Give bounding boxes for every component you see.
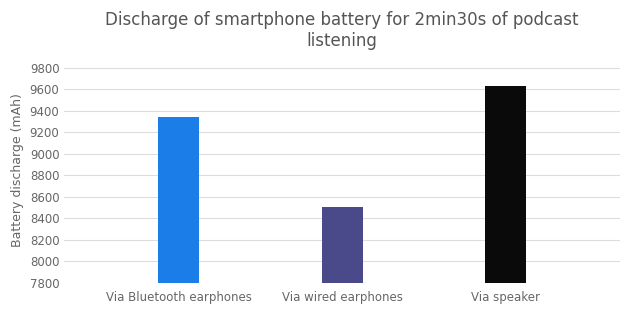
Bar	[158, 117, 199, 315]
Title: Discharge of smartphone battery for 2min30s of podcast
listening: Discharge of smartphone battery for 2min…	[105, 11, 579, 50]
Bar	[322, 207, 363, 315]
Bar	[485, 86, 526, 315]
Y-axis label: Battery discharge (mAh): Battery discharge (mAh)	[11, 93, 24, 247]
